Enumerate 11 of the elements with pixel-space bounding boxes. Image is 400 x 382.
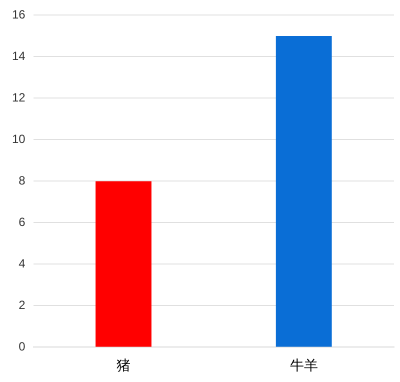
y-tick-label: 10 — [12, 132, 26, 146]
y-tick-label: 6 — [18, 215, 26, 230]
y-tick-label: 8 — [18, 174, 26, 188]
x-tick-label: 猪 — [116, 358, 131, 374]
y-tick-label: 4 — [18, 256, 26, 271]
y-tick-label: 16 — [12, 8, 26, 22]
y-tick-label: 0 — [18, 340, 26, 354]
y-tick-label: 2 — [18, 298, 26, 312]
y-tick-label: 12 — [12, 90, 26, 105]
x-tick-label: 牛羊 — [290, 358, 318, 374]
y-tick-label: 14 — [12, 49, 26, 64]
